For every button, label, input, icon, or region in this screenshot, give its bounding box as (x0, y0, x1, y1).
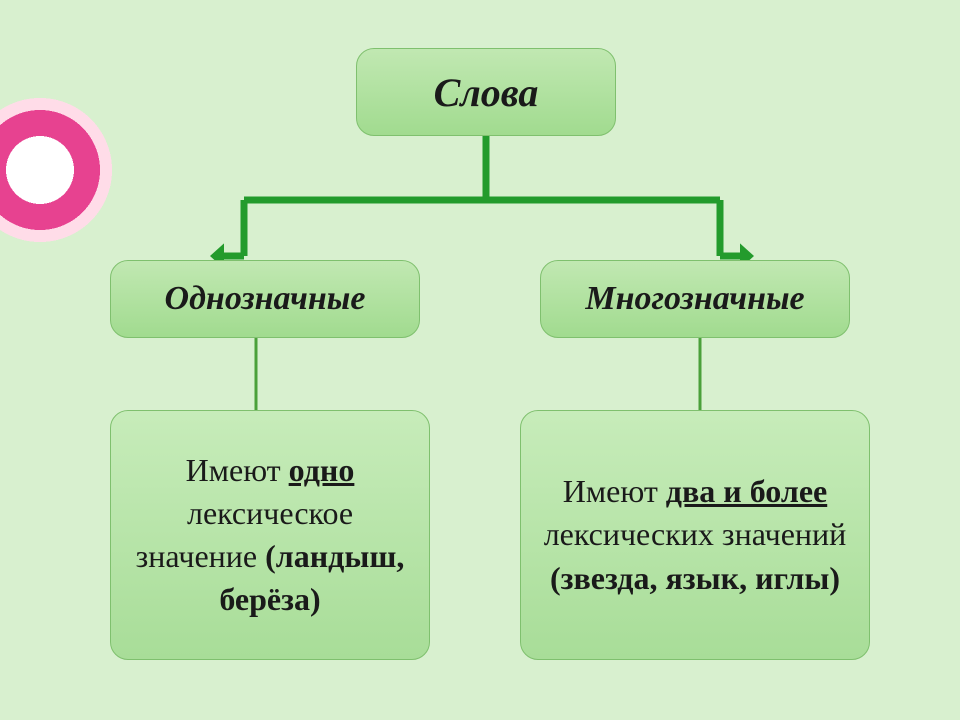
root-node-label: Слова (434, 69, 539, 116)
left-description-text: Имеют одно лексическое значение (ландыш,… (129, 449, 411, 622)
right-category-node: Многозначные (540, 260, 850, 338)
root-node: Слова (356, 48, 616, 136)
right-category-label: Многозначные (585, 280, 804, 318)
right-description-node: Имеют два и более лексических значений (… (520, 410, 870, 660)
left-category-node: Однозначные (110, 260, 420, 338)
right-description-text: Имеют два и более лексических значений (… (539, 470, 851, 600)
left-category-label: Однозначные (165, 280, 366, 318)
left-description-node: Имеют одно лексическое значение (ландыш,… (110, 410, 430, 660)
